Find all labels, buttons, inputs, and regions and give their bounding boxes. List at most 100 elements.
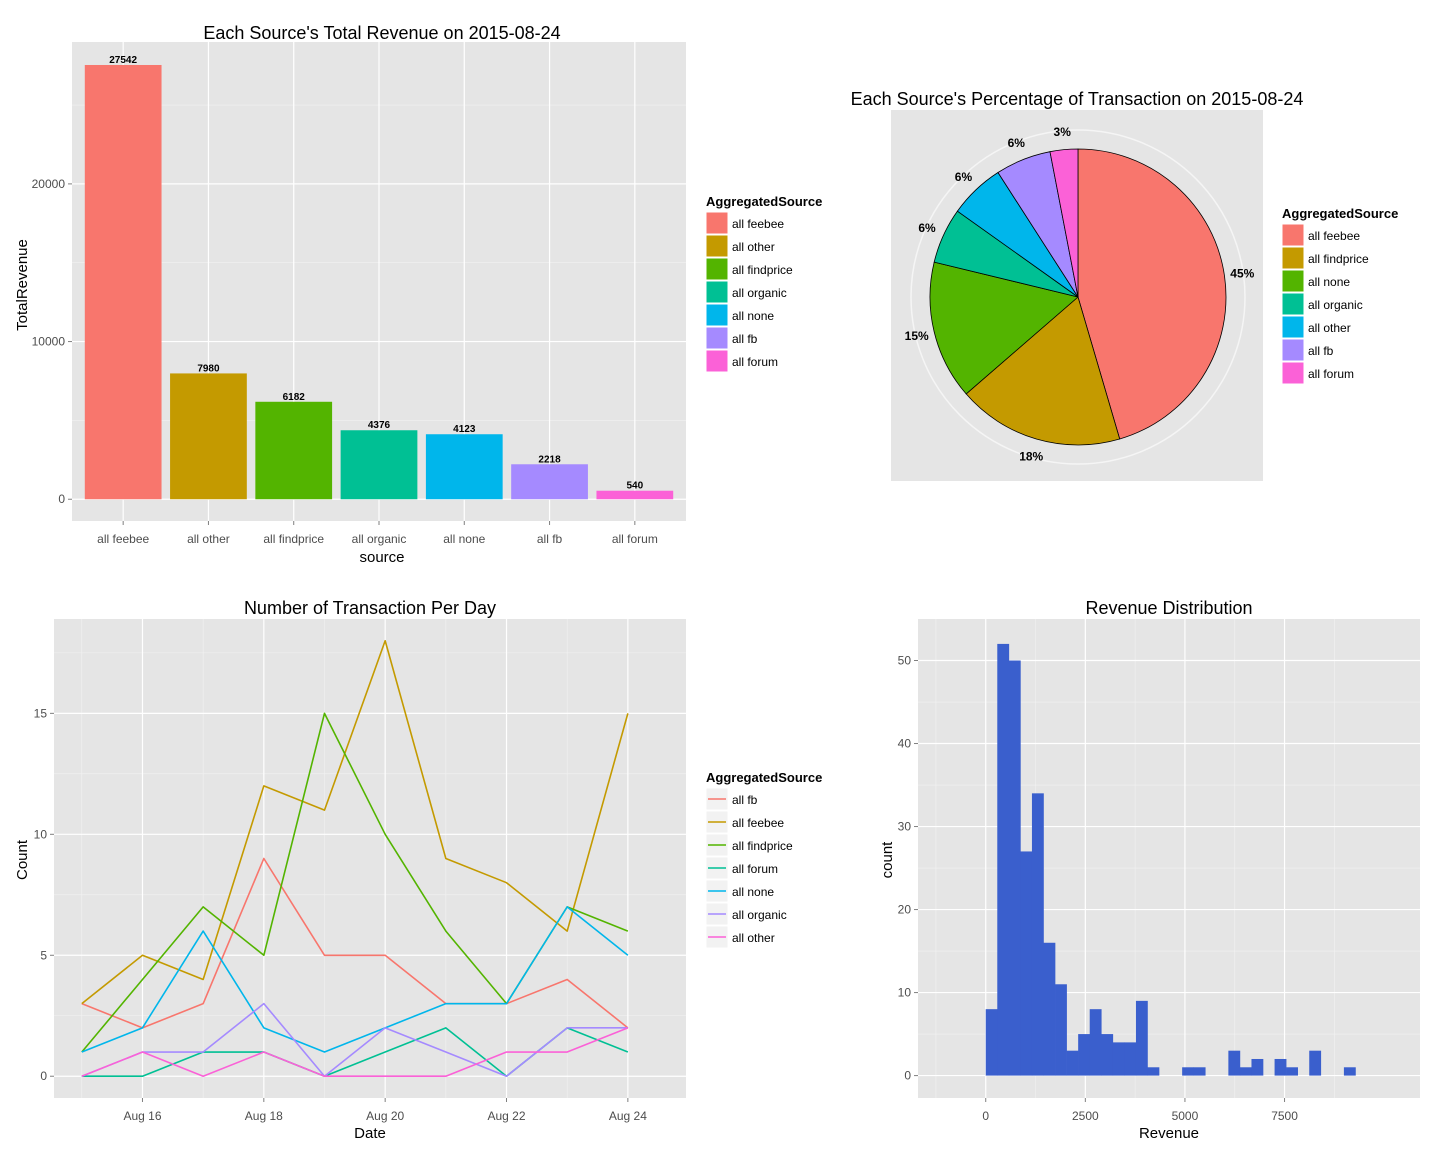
pie-outer-grid-ring bbox=[910, 129, 1246, 465]
pie-slice bbox=[929, 261, 1079, 395]
pie-slice bbox=[965, 296, 1121, 446]
line-x-tick-label: Aug 24 bbox=[609, 1109, 647, 1123]
line-legend-entry: all fb bbox=[732, 793, 758, 807]
line-y-tick-label: 10 bbox=[34, 827, 48, 841]
revenue-bar-value-label: 6182 bbox=[283, 392, 306, 403]
revenue-legend-title: AggregatedSource bbox=[706, 194, 822, 209]
revenue-bar-value-label: 4123 bbox=[453, 424, 476, 435]
histogram-bin bbox=[1147, 1067, 1160, 1076]
pie-legend-swatch bbox=[1281, 338, 1305, 362]
revenue-legend-swatch bbox=[705, 303, 729, 327]
histogram-bin bbox=[1193, 1067, 1206, 1076]
pie-legend-swatch bbox=[1281, 315, 1305, 339]
pie-slice-label: 6% bbox=[918, 221, 936, 235]
line-x-axis-label: Date bbox=[354, 1125, 386, 1142]
line-y-tick-label: 5 bbox=[40, 948, 47, 962]
pie-chart-title: Each Source's Percentage of Transaction … bbox=[851, 89, 1304, 109]
histogram-bin bbox=[985, 1009, 998, 1076]
revenue-bar-value-label: 540 bbox=[626, 481, 643, 492]
histogram-bin bbox=[1343, 1067, 1356, 1076]
pie-legend-entry: all feebee bbox=[1308, 229, 1360, 243]
histogram-x-tick-label: 0 bbox=[982, 1109, 989, 1123]
revenue-legend-entry: all forum bbox=[732, 355, 778, 369]
histogram-bin bbox=[1286, 1067, 1298, 1076]
pie-slice-label: 6% bbox=[1008, 136, 1026, 150]
revenue-chart-title: Each Source's Total Revenue on 2015-08-2… bbox=[203, 23, 560, 43]
pie-legend-entry: all forum bbox=[1308, 367, 1354, 381]
revenue-legend-swatch bbox=[705, 211, 729, 235]
line-legend-entry: all organic bbox=[732, 908, 787, 922]
histogram-title: Revenue Distribution bbox=[1085, 598, 1252, 618]
histogram-bin bbox=[1228, 1050, 1241, 1076]
histogram-y-tick-label: 10 bbox=[898, 986, 912, 1000]
revenue-x-tick-label: all fb bbox=[537, 532, 563, 546]
revenue-legend-swatch bbox=[705, 234, 729, 258]
revenue-legend-swatch bbox=[705, 280, 729, 304]
revenue-legend-entry: all none bbox=[732, 309, 774, 323]
revenue-bar-chart: Each Source's Total Revenue on 2015-08-2… bbox=[14, 23, 822, 566]
histogram-bin bbox=[1274, 1058, 1287, 1076]
histogram-bin bbox=[1135, 1000, 1148, 1076]
revenue-bar bbox=[596, 490, 674, 500]
histogram-bin bbox=[1078, 1034, 1091, 1076]
histogram-y-tick-label: 0 bbox=[904, 1069, 911, 1083]
revenue-y-tick-label: 20000 bbox=[32, 177, 66, 191]
histogram-bin bbox=[1309, 1050, 1322, 1076]
histogram-bin bbox=[1055, 984, 1067, 1076]
pie-legend-swatch bbox=[1281, 269, 1305, 293]
revenue-bar bbox=[511, 464, 588, 500]
histogram-bin bbox=[1182, 1067, 1195, 1076]
pie-legend-swatch bbox=[1281, 361, 1305, 385]
histogram-bin bbox=[1101, 1034, 1114, 1076]
revenue-legend-entry: all fb bbox=[732, 332, 758, 346]
histogram-bin bbox=[1066, 1050, 1079, 1076]
pie-slice bbox=[1077, 148, 1227, 440]
revenue-y-tick-label: 0 bbox=[58, 492, 65, 506]
histogram-x-tick-label: 5000 bbox=[1172, 1109, 1199, 1123]
pie-legend-title: AggregatedSource bbox=[1282, 206, 1398, 221]
transactions-line-chart: Number of Transaction Per Day Aug 16 Aug … bbox=[14, 598, 822, 1142]
revenue-x-tick-label: all none bbox=[443, 532, 485, 546]
histogram-bin bbox=[1124, 1042, 1137, 1076]
line-series-all-other bbox=[81, 1027, 629, 1078]
pie-legend-swatch bbox=[1281, 223, 1305, 247]
revenue-legend-swatch bbox=[705, 349, 729, 373]
line-legend-title: AggregatedSource bbox=[706, 770, 822, 785]
revenue-bar-value-label: 7980 bbox=[197, 363, 220, 374]
pie-slice-label: 45% bbox=[1230, 266, 1254, 280]
line-legend-entry: all forum bbox=[732, 862, 778, 876]
line-x-tick-label: Aug 18 bbox=[245, 1109, 283, 1123]
pie-legend-entry: all other bbox=[1308, 321, 1351, 335]
line-y-tick-label: 15 bbox=[34, 706, 48, 720]
revenue-y-tick-label: 10000 bbox=[32, 335, 66, 349]
revenue-bar-value-label: 4376 bbox=[368, 420, 391, 431]
line-legend-entry: all other bbox=[732, 931, 775, 945]
line-legend-entry: all feebee bbox=[732, 816, 784, 830]
revenue-bar bbox=[170, 373, 247, 500]
pie-legend-entry: all findprice bbox=[1308, 252, 1369, 266]
pie-slice-label: 6% bbox=[955, 170, 973, 184]
histogram-bin bbox=[1043, 942, 1056, 1076]
histogram-x-tick-label: 2500 bbox=[1072, 1109, 1099, 1123]
histogram-y-tick-label: 40 bbox=[898, 737, 912, 751]
revenue-x-tick-label: all other bbox=[187, 532, 230, 546]
histogram-bin bbox=[997, 643, 1010, 1076]
revenue-legend-entry: all other bbox=[732, 240, 775, 254]
revenue-bar bbox=[84, 64, 162, 500]
histogram-bin bbox=[1031, 793, 1044, 1076]
line-chart-title: Number of Transaction Per Day bbox=[244, 598, 496, 618]
histogram-x-axis-label: Revenue bbox=[1139, 1125, 1199, 1142]
revenue-x-tick-label: all findprice bbox=[263, 532, 324, 546]
revenue-x-tick-label: all feebee bbox=[97, 532, 149, 546]
revenue-bar bbox=[255, 401, 333, 500]
histogram-y-tick-label: 30 bbox=[898, 820, 912, 834]
revenue-legend-entry: all feebee bbox=[732, 217, 784, 231]
revenue-legend-entry: all findprice bbox=[732, 263, 793, 277]
revenue-x-tick-label: all organic bbox=[352, 532, 407, 546]
histogram-bin bbox=[1020, 851, 1033, 1076]
revenue-bar bbox=[340, 430, 418, 500]
line-legend-entry: all findprice bbox=[732, 839, 793, 853]
line-legend-entry: all none bbox=[732, 885, 774, 899]
pie-legend-entry: all fb bbox=[1308, 344, 1334, 358]
